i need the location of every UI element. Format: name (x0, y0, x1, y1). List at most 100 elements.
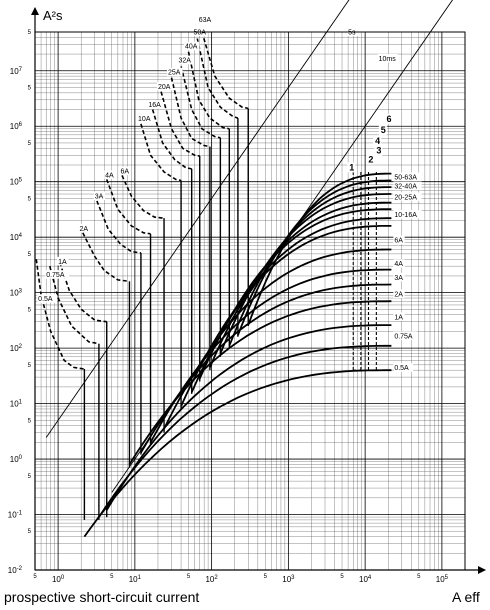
rating-label: 10-16A (394, 212, 417, 219)
y-minor-tick-label: 5 (28, 307, 32, 313)
tick-labels: 10-2 10-1 100 101 102 103 104 105 106 107 5 5 5 5 5 5 5 5… (8, 30, 449, 584)
pre-arcing-label-bg (184, 41, 200, 51)
pre-arcing-curve-63A (201, 31, 249, 110)
x-minor-tick-label: 5 (33, 574, 37, 580)
group-number: 5 (381, 125, 386, 135)
x-minor-tick-label: 5 (110, 574, 114, 580)
pre-arcing-label-bg (93, 191, 106, 200)
group-number: 2 (368, 155, 373, 165)
rating-label-bg (393, 259, 405, 268)
rating-label: 50-63A (394, 174, 417, 181)
pre-arcing-curve-16A (151, 109, 192, 170)
y-minor-tick-label: 5 (28, 85, 32, 91)
y-tick-label: 103 (10, 289, 23, 298)
pre-arcing-label-bg (166, 67, 183, 77)
pre-arcing-label-bg (45, 270, 70, 279)
x-minor-tick-label: 5 (264, 574, 268, 580)
pre-arcing-curve-32A (180, 66, 221, 139)
y-tick-label: 105 (10, 178, 23, 187)
group-number-bg (366, 154, 375, 165)
y-minor-tick-label: 5 (28, 252, 32, 258)
pre-arcing-label: 40A (185, 44, 198, 51)
group-number: 4 (375, 136, 380, 146)
y-axis-title: A²s (43, 8, 63, 23)
rating-label: 3A (394, 275, 403, 282)
rating-label-bg (393, 210, 422, 219)
rating-label-bg (393, 331, 418, 340)
pre-arcing-label: 16A (148, 102, 161, 109)
y-tick-label: 10-1 (8, 511, 23, 520)
pre-arcing-curve-50A (196, 38, 239, 119)
x-minor-tick-label: 5 (187, 574, 191, 580)
operating-curve-0.5A (83, 369, 392, 538)
reference-label: 10ms (379, 56, 397, 63)
pre-arcing-label-bg (137, 113, 153, 123)
operating-curve-6A (163, 248, 392, 430)
pre-arcing-label: 4A (105, 172, 114, 179)
y-tick-label: 100 (10, 455, 23, 464)
operating-curve-32-40A (228, 186, 392, 347)
pre-arcing-label-bg (147, 100, 163, 109)
pre-arcing-label: 25A (168, 70, 181, 77)
operating-curve-50-63A (237, 179, 392, 336)
y-minor-tick-label: 5 (28, 141, 32, 147)
x-tick-label: 100 (52, 575, 65, 584)
dashed-range-box (352, 171, 407, 371)
operating-curve-0.75A (98, 344, 392, 518)
x-tick-label: 102 (205, 575, 218, 584)
pre-arcing-curve-1A (58, 262, 107, 323)
operating-curves (83, 172, 392, 538)
rating-label: 0.5A (394, 365, 409, 372)
pre-arcing-label-bg (197, 15, 214, 24)
y-minor-tick-label: 5 (28, 363, 32, 369)
pre-arcing-label-bg (177, 55, 194, 65)
operating-curve-10-16A (190, 217, 392, 393)
group-number-bg (347, 162, 356, 173)
operating-curve-1A (105, 324, 392, 511)
x-axis-unit: A eff (452, 589, 480, 605)
rating-label: 0.75A (394, 333, 413, 340)
y-tick-label: 104 (10, 233, 23, 242)
rating-label-bg (393, 363, 414, 372)
curve-labels: 5s10ms0.5A0.75A1A2A3A4A6A10A16A20A25A32A… (37, 15, 422, 372)
y-tick-label: 107 (10, 67, 23, 76)
group-number-bg (374, 145, 383, 156)
rating-label: 32-40A (394, 184, 417, 191)
operating-curve-20-25A (198, 208, 392, 380)
operating-curve-50-63A (247, 172, 392, 326)
group-number-bg (373, 135, 382, 146)
pre-arcing-label: 63A (199, 17, 212, 24)
pre-arcing-label: 10A (138, 116, 151, 123)
rating-label-bg (393, 272, 405, 282)
pre-arcing-curve-2A (82, 232, 130, 283)
pre-arcing-label: 32A (178, 58, 191, 65)
pre-arcing-curve-6A (121, 175, 165, 219)
group-number-bg (384, 113, 393, 124)
rating-label-bg (393, 289, 405, 299)
reference-line-10ms (111, 0, 454, 493)
pre-arcing-curve-0.75A (49, 265, 100, 345)
pre-arcing-label: 1A (58, 259, 67, 266)
y-minor-tick-label: 5 (28, 418, 32, 424)
rating-label-bg (393, 235, 405, 245)
operating-curve-3A (140, 283, 392, 454)
x-tick-label: 104 (359, 575, 372, 584)
pre-arcing-label-bg (156, 81, 173, 91)
pre-arcing-label-bg (119, 166, 131, 176)
pre-arcing-curve-20A (160, 91, 200, 157)
x-minor-tick-label: 5 (340, 574, 344, 580)
pre-arcing-label-bg (37, 294, 57, 303)
x-tick-label: 105 (436, 575, 449, 584)
reference-line-5s (45, 0, 350, 438)
pre-arcing-label: 0.5A (38, 296, 53, 303)
pre-arcing-label: 3A (95, 193, 104, 200)
y-minor-tick-label: 5 (28, 529, 32, 535)
reference-label-bg (377, 54, 398, 63)
rating-label-bg (393, 181, 422, 191)
pre-arcing-label-bg (104, 170, 116, 179)
rating-label: 4A (394, 261, 403, 268)
group-number-bg (378, 125, 387, 136)
pre-arcing-curve-40A (187, 51, 230, 130)
pre-arcing-label: 2A (80, 226, 89, 233)
